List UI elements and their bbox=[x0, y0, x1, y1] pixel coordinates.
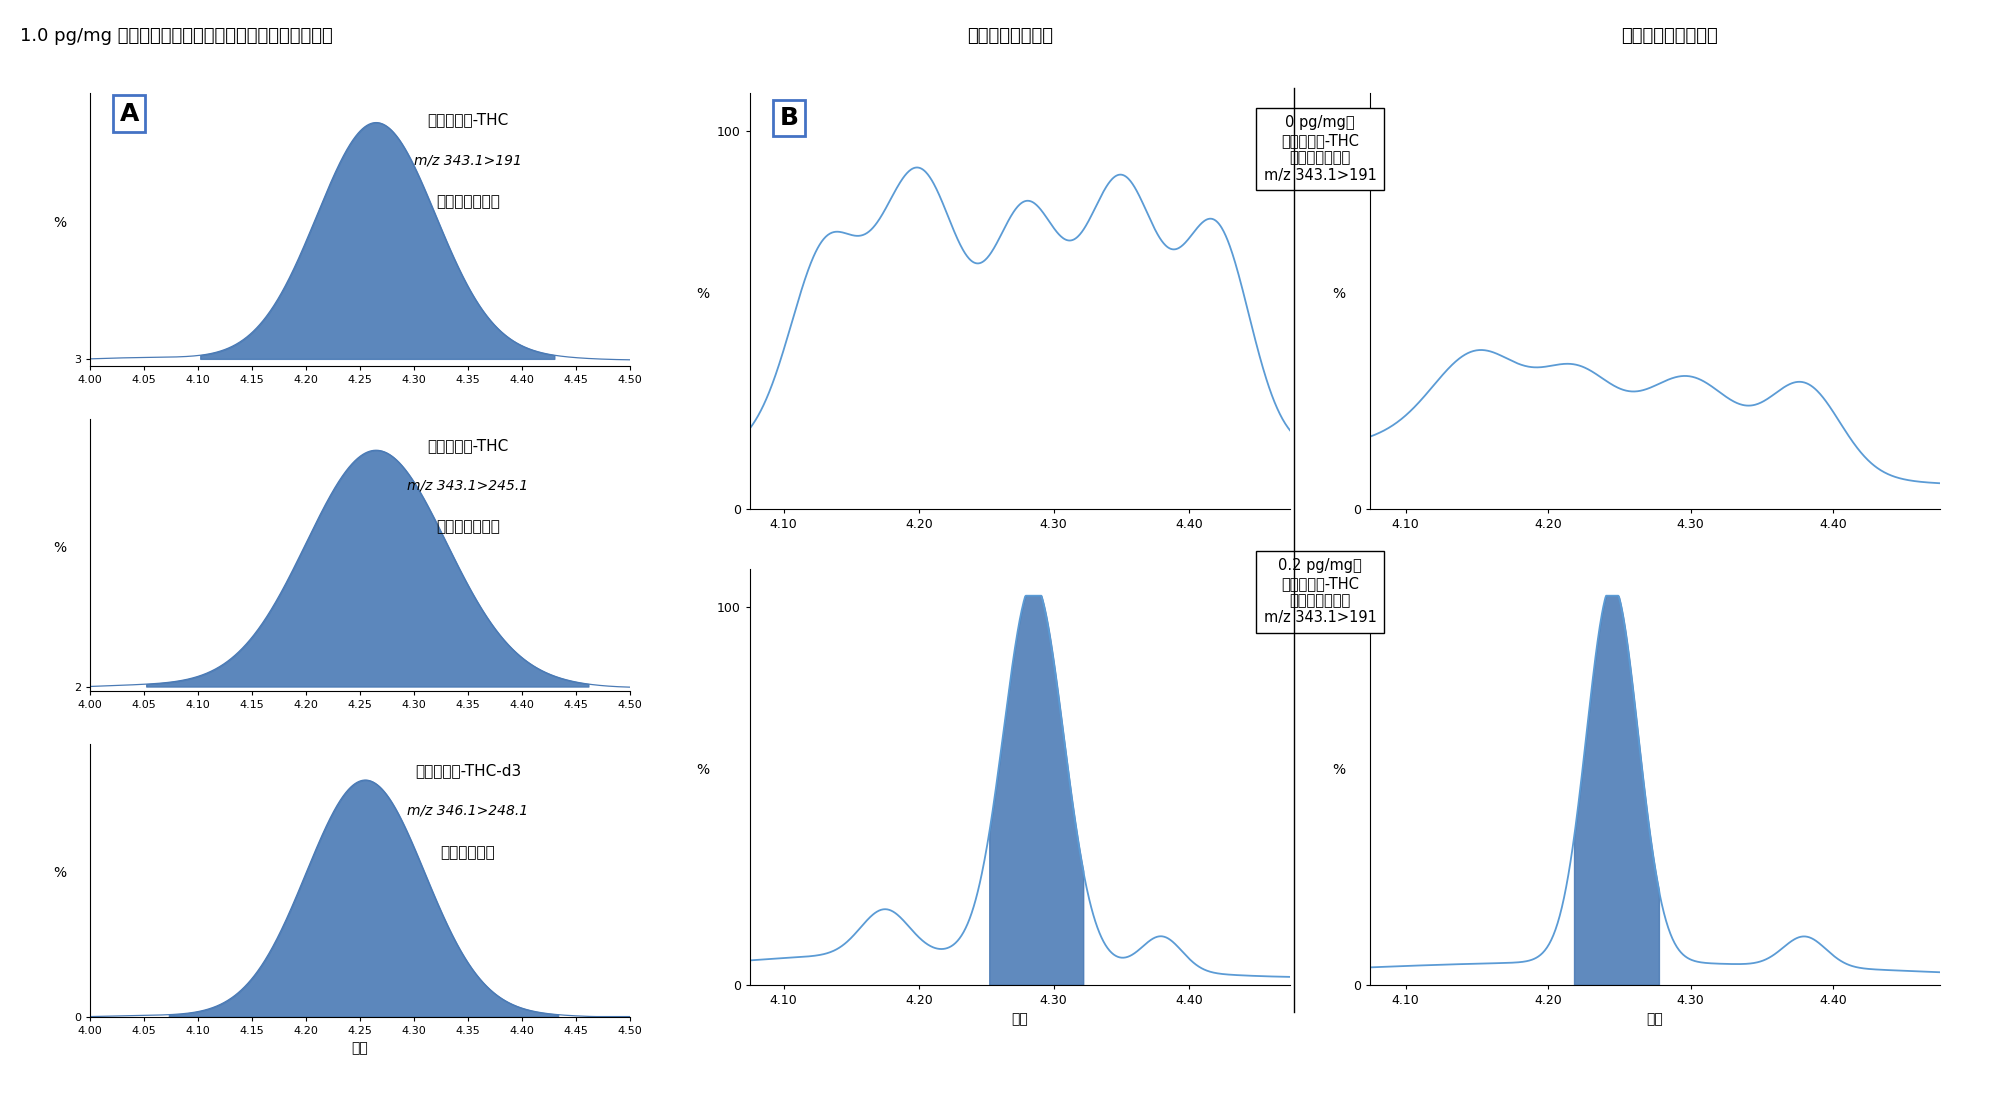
Text: （定量イオン）: （定量イオン） bbox=[436, 195, 500, 209]
X-axis label: 時間: 時間 bbox=[352, 1041, 368, 1055]
Text: カルボキシ-THC: カルボキシ-THC bbox=[428, 112, 508, 127]
Y-axis label: %: % bbox=[54, 866, 66, 880]
Y-axis label: %: % bbox=[696, 287, 710, 301]
X-axis label: 時間: 時間 bbox=[1012, 1012, 1028, 1026]
Text: m/z 343.1>191: m/z 343.1>191 bbox=[414, 154, 522, 167]
X-axis label: 時間: 時間 bbox=[1646, 1012, 1664, 1026]
Text: 0.2 pg/mg、
カルボキシ-THC
（定量イオン）
m/z 343.1>191: 0.2 pg/mg、 カルボキシ-THC （定量イオン） m/z 343.1>1… bbox=[1264, 558, 1376, 625]
Text: 金髪の毛髪サンプル: 金髪の毛髪サンプル bbox=[1622, 27, 1718, 45]
Text: m/z 346.1>248.1: m/z 346.1>248.1 bbox=[408, 804, 528, 818]
Y-axis label: %: % bbox=[54, 541, 66, 555]
Text: 混合毛髪サンプル: 混合毛髪サンプル bbox=[968, 27, 1052, 45]
Text: カルボキシ-THC-d3: カルボキシ-THC-d3 bbox=[414, 763, 522, 778]
Y-axis label: %: % bbox=[1332, 287, 1346, 301]
Text: m/z 343.1>245.1: m/z 343.1>245.1 bbox=[408, 479, 528, 492]
Y-axis label: %: % bbox=[1332, 763, 1346, 777]
Text: 1.0 pg/mg になるようにスパイクした混合毛髪サンプル: 1.0 pg/mg になるようにスパイクした混合毛髪サンプル bbox=[20, 27, 332, 45]
Text: A: A bbox=[120, 101, 140, 125]
Text: B: B bbox=[780, 106, 798, 130]
Text: （定性イオン）: （定性イオン） bbox=[436, 520, 500, 534]
Text: 0 pg/mg、
カルボキシ-THC
（定量イオン）
m/z 343.1>191: 0 pg/mg、 カルボキシ-THC （定量イオン） m/z 343.1>191 bbox=[1264, 115, 1376, 182]
Y-axis label: %: % bbox=[54, 215, 66, 230]
Text: （内部標準）: （内部標準） bbox=[440, 845, 496, 859]
Y-axis label: %: % bbox=[696, 763, 710, 777]
Text: カルボキシ-THC: カルボキシ-THC bbox=[428, 437, 508, 453]
